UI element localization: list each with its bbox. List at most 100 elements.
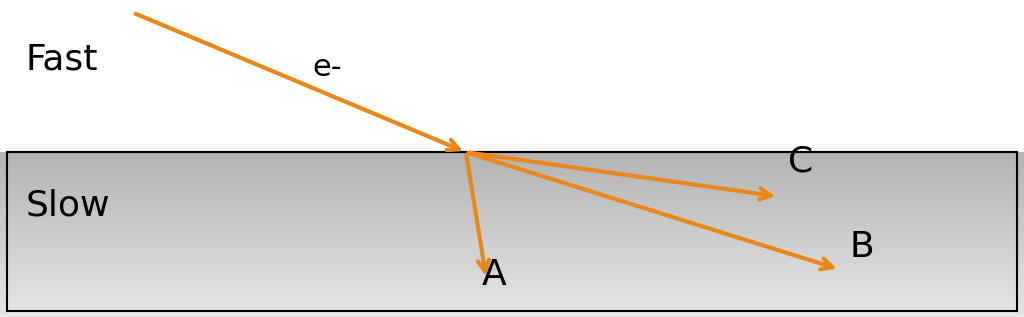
Bar bbox=[0, 208, 1024, 210]
Bar bbox=[0, 264, 1024, 266]
Bar bbox=[0, 274, 1024, 276]
Bar bbox=[0, 277, 1024, 279]
Bar bbox=[0, 157, 1024, 159]
Bar bbox=[0, 246, 1024, 248]
Bar bbox=[0, 211, 1024, 213]
Bar bbox=[0, 177, 1024, 178]
Text: Slow: Slow bbox=[26, 189, 111, 223]
Bar bbox=[0, 233, 1024, 235]
Bar bbox=[0, 259, 1024, 261]
Bar bbox=[0, 223, 1024, 225]
Text: C: C bbox=[788, 144, 814, 178]
Bar bbox=[0, 238, 1024, 240]
Bar bbox=[0, 160, 1024, 162]
Bar bbox=[0, 198, 1024, 200]
Bar bbox=[0, 221, 1024, 223]
Bar bbox=[0, 0, 1024, 152]
Bar bbox=[0, 312, 1024, 314]
Bar bbox=[0, 306, 1024, 307]
Bar bbox=[0, 213, 1024, 215]
Bar bbox=[0, 294, 1024, 295]
Bar bbox=[0, 215, 1024, 217]
Bar bbox=[0, 190, 1024, 192]
Bar bbox=[0, 276, 1024, 277]
Bar bbox=[0, 251, 1024, 253]
Bar bbox=[0, 188, 1024, 190]
Text: e-: e- bbox=[312, 53, 342, 82]
Bar bbox=[0, 269, 1024, 271]
Bar bbox=[0, 203, 1024, 205]
Bar bbox=[0, 202, 1024, 203]
Bar bbox=[0, 286, 1024, 287]
Bar bbox=[0, 185, 1024, 187]
Bar bbox=[0, 314, 1024, 315]
Bar bbox=[0, 289, 1024, 291]
Bar bbox=[0, 217, 1024, 218]
Bar bbox=[0, 301, 1024, 302]
Bar bbox=[0, 228, 1024, 230]
Text: B: B bbox=[850, 230, 874, 264]
Bar bbox=[0, 195, 1024, 197]
Bar bbox=[0, 271, 1024, 273]
Bar bbox=[0, 248, 1024, 249]
Bar bbox=[0, 307, 1024, 309]
Text: Fast: Fast bbox=[26, 43, 98, 77]
Bar bbox=[0, 169, 1024, 170]
Bar bbox=[0, 240, 1024, 241]
Bar bbox=[0, 279, 1024, 281]
Bar bbox=[0, 162, 1024, 164]
Bar bbox=[0, 172, 1024, 174]
Bar bbox=[0, 254, 1024, 256]
Bar bbox=[0, 295, 1024, 297]
Bar bbox=[0, 193, 1024, 195]
Bar bbox=[0, 154, 1024, 155]
Bar bbox=[0, 182, 1024, 184]
Bar bbox=[0, 299, 1024, 301]
Bar bbox=[0, 184, 1024, 185]
Bar bbox=[0, 165, 1024, 167]
Bar bbox=[0, 175, 1024, 177]
Bar bbox=[0, 180, 1024, 182]
Bar bbox=[0, 197, 1024, 198]
Bar bbox=[0, 164, 1024, 165]
Bar bbox=[0, 231, 1024, 233]
Bar bbox=[0, 284, 1024, 286]
Bar bbox=[0, 291, 1024, 292]
Bar bbox=[0, 302, 1024, 304]
Bar bbox=[0, 273, 1024, 274]
Bar bbox=[0, 207, 1024, 208]
Bar bbox=[0, 310, 1024, 312]
Bar bbox=[0, 304, 1024, 306]
Bar bbox=[0, 262, 1024, 264]
Bar bbox=[0, 297, 1024, 299]
Bar bbox=[0, 218, 1024, 220]
Bar bbox=[0, 174, 1024, 175]
Bar bbox=[0, 159, 1024, 160]
Bar bbox=[0, 315, 1024, 317]
Bar bbox=[0, 266, 1024, 268]
Bar bbox=[0, 226, 1024, 228]
Bar bbox=[0, 241, 1024, 243]
Bar bbox=[0, 258, 1024, 259]
Bar bbox=[0, 167, 1024, 169]
Bar bbox=[0, 253, 1024, 254]
Bar bbox=[0, 170, 1024, 172]
Bar bbox=[0, 200, 1024, 202]
Bar bbox=[0, 261, 1024, 262]
Bar bbox=[0, 210, 1024, 211]
Bar bbox=[0, 249, 1024, 251]
Bar bbox=[0, 220, 1024, 221]
Bar bbox=[0, 281, 1024, 282]
Bar bbox=[0, 205, 1024, 207]
Bar bbox=[0, 178, 1024, 180]
Bar bbox=[0, 187, 1024, 188]
Bar bbox=[0, 292, 1024, 294]
Bar bbox=[7, 152, 1017, 311]
Bar bbox=[0, 244, 1024, 246]
Bar bbox=[0, 192, 1024, 193]
Bar bbox=[0, 268, 1024, 269]
Bar bbox=[0, 225, 1024, 226]
Bar bbox=[0, 236, 1024, 238]
Bar bbox=[0, 256, 1024, 258]
Bar bbox=[0, 235, 1024, 236]
